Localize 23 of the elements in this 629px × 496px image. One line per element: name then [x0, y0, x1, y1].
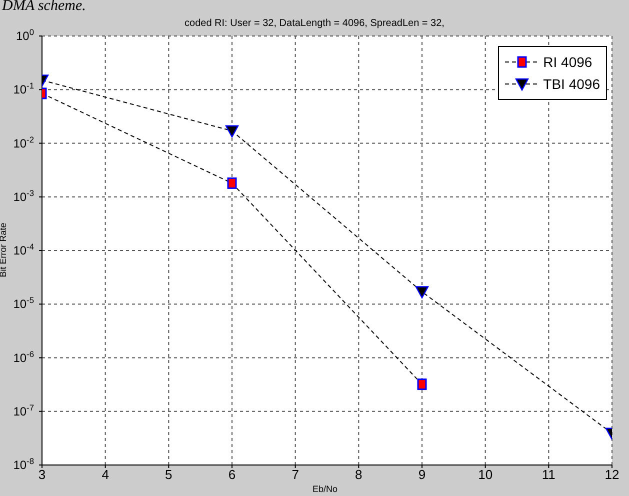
x-tick-label: 6 — [228, 467, 236, 482]
y-tick-label: 10$^{-2}$ — [13, 134, 34, 150]
x-tick-label: 9 — [418, 467, 426, 482]
x-tick-label: 8 — [355, 467, 362, 482]
x-tick-label: 4 — [102, 467, 109, 482]
y-tick-label: 10$^{-4}$ — [13, 242, 34, 258]
y-tick-label: 10$^{0}$ — [16, 27, 34, 43]
legend-label: RI 4096 — [543, 54, 592, 70]
x-tick-label: 12 — [604, 467, 620, 482]
x-tick-label: 11 — [542, 467, 556, 482]
y-tick-label: 10$^{-7}$ — [13, 402, 34, 418]
x-axis-title: Eb/No — [312, 484, 338, 494]
y-tick-label: 10$^{-1}$ — [13, 80, 34, 97]
x-tick-label: 7 — [292, 467, 299, 482]
x-tick-label: 10 — [478, 467, 493, 482]
chart-title: coded RI: User = 32, DataLength = 4096, SpreadLen = 32, — [184, 18, 444, 29]
y-tick-label: 10$^{-6}$ — [13, 348, 34, 365]
x-tick-label: 3 — [38, 467, 46, 482]
legend-label: TBI 4096 — [543, 76, 600, 92]
x-tick-label: 5 — [165, 467, 172, 482]
y-tick-label: 10$^{-3}$ — [13, 188, 34, 204]
y-tick-label: 10$^{-5}$ — [13, 295, 34, 312]
y-tick-label: 10$^{-8}$ — [13, 456, 34, 472]
